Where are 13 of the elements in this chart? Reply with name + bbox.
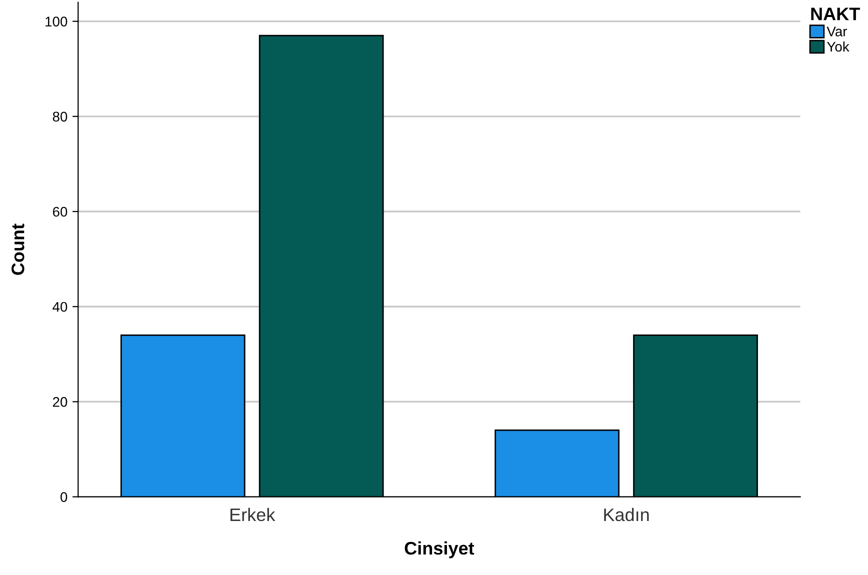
x-tick-label: Kadın	[604, 508, 649, 522]
y-tick-label: 100	[46, 16, 68, 26]
legend-label: Yok	[826, 41, 850, 52]
y-tick-label: 0	[60, 492, 68, 502]
y-tick-label: 20	[52, 397, 68, 407]
y-tick-label: 60	[52, 206, 68, 217]
y-tick-label: 40	[52, 302, 68, 312]
legend-title: NAKT	[811, 8, 860, 20]
x-tick-label: Erkek	[230, 508, 276, 522]
legend-label: Var	[826, 26, 848, 36]
y-axis-title: Count	[12, 224, 24, 275]
x-axis-title: Cinsiyet	[404, 541, 474, 558]
y-tick-label: 80	[52, 112, 68, 122]
